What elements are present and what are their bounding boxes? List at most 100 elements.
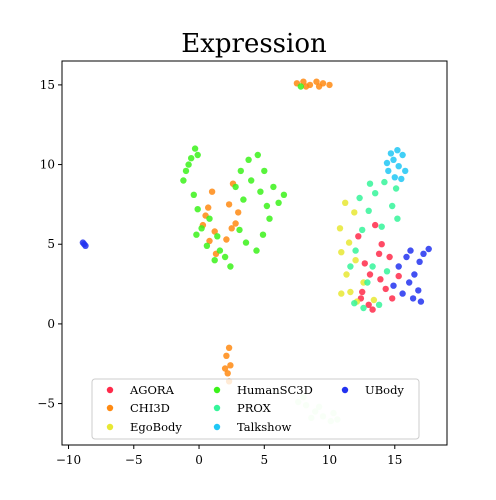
data-point bbox=[347, 263, 354, 270]
data-point bbox=[190, 191, 197, 198]
legend-box bbox=[91, 378, 420, 440]
data-point bbox=[208, 188, 216, 195]
legend: AGORA CHI3D EgoBody HumanSC3D PROX Talkshow UB… bbox=[91, 378, 420, 440]
data-point bbox=[338, 290, 345, 297]
data-point bbox=[198, 225, 205, 232]
data-point bbox=[326, 81, 333, 89]
data-point bbox=[359, 226, 366, 234]
data-point bbox=[225, 344, 233, 351]
data-point bbox=[381, 178, 388, 186]
x-tick-label: 15 bbox=[387, 453, 402, 467]
data-point bbox=[211, 257, 218, 264]
data-point bbox=[342, 199, 349, 206]
data-point bbox=[409, 295, 417, 302]
data-point bbox=[394, 147, 401, 154]
series-talkshow bbox=[383, 147, 409, 183]
data-point bbox=[395, 272, 402, 280]
legend-label: HumanSC3D bbox=[237, 383, 313, 397]
data-point bbox=[406, 279, 413, 286]
data-point bbox=[360, 304, 367, 312]
x-tick-label: −10 bbox=[56, 453, 81, 467]
data-point bbox=[382, 285, 389, 293]
data-point bbox=[365, 301, 372, 308]
legend-label: EgoBody bbox=[130, 420, 182, 434]
data-point bbox=[236, 226, 243, 234]
data-point bbox=[403, 253, 410, 261]
data-point bbox=[259, 231, 267, 238]
data-point bbox=[338, 249, 345, 256]
data-point bbox=[343, 271, 350, 278]
legend-marker bbox=[106, 386, 114, 394]
data-point bbox=[194, 151, 201, 159]
legend-marker bbox=[341, 386, 349, 394]
legend-label: Talkshow bbox=[237, 420, 292, 434]
data-point bbox=[352, 257, 359, 264]
data-point bbox=[372, 221, 379, 229]
data-point bbox=[378, 223, 385, 230]
chart-title: Expression bbox=[181, 29, 327, 59]
data-point bbox=[389, 202, 396, 210]
data-point bbox=[248, 177, 255, 184]
data-point bbox=[359, 288, 366, 296]
data-point bbox=[390, 282, 397, 289]
data-point bbox=[270, 183, 277, 191]
data-point bbox=[345, 239, 353, 246]
y-tick-label: 0 bbox=[47, 317, 55, 331]
data-point bbox=[223, 236, 230, 243]
data-point bbox=[237, 167, 244, 175]
data-point bbox=[206, 237, 213, 245]
data-point bbox=[417, 298, 425, 305]
data-point bbox=[205, 204, 212, 211]
data-point bbox=[216, 247, 224, 254]
data-point bbox=[300, 78, 307, 85]
y-tick-label: 5 bbox=[47, 237, 55, 251]
x-tick-label: 0 bbox=[195, 453, 203, 467]
data-point bbox=[232, 183, 239, 191]
data-point bbox=[351, 300, 358, 307]
data-point bbox=[302, 83, 310, 90]
legend-label: UBody bbox=[365, 383, 404, 397]
data-point bbox=[385, 167, 392, 175]
data-point bbox=[383, 159, 391, 167]
data-point bbox=[369, 306, 376, 313]
data-point bbox=[355, 233, 362, 240]
data-point bbox=[402, 167, 409, 175]
data-point bbox=[254, 151, 261, 159]
series-humansc3d bbox=[180, 83, 304, 270]
data-point bbox=[263, 202, 271, 210]
x-tick-label: 5 bbox=[260, 453, 268, 467]
series-ubody bbox=[79, 239, 432, 305]
data-point bbox=[232, 220, 239, 227]
data-point bbox=[223, 352, 230, 359]
data-point bbox=[352, 247, 359, 254]
data-point bbox=[180, 177, 187, 184]
data-point bbox=[398, 175, 405, 183]
data-point bbox=[245, 156, 252, 163]
data-point bbox=[191, 145, 199, 152]
data-point bbox=[394, 215, 401, 222]
data-point bbox=[369, 263, 376, 270]
data-point bbox=[275, 199, 282, 206]
data-point bbox=[225, 201, 233, 208]
data-point bbox=[370, 296, 378, 304]
data-point bbox=[375, 301, 383, 308]
data-point bbox=[266, 215, 273, 222]
data-point bbox=[235, 209, 242, 216]
plot-frame bbox=[61, 60, 448, 446]
data-point bbox=[375, 250, 383, 257]
data-point bbox=[411, 271, 418, 278]
data-point bbox=[351, 209, 358, 216]
data-point bbox=[347, 288, 354, 296]
data-point bbox=[227, 263, 234, 270]
data-point bbox=[392, 185, 400, 192]
series-prox bbox=[347, 178, 401, 312]
y-tick-label: −5 bbox=[37, 397, 55, 411]
data-point bbox=[315, 83, 323, 90]
points-layer bbox=[79, 78, 432, 425]
data-point bbox=[242, 239, 250, 246]
data-point bbox=[399, 151, 406, 159]
data-point bbox=[81, 241, 88, 248]
data-point bbox=[185, 161, 192, 168]
data-point bbox=[395, 163, 402, 170]
data-point bbox=[253, 247, 260, 254]
